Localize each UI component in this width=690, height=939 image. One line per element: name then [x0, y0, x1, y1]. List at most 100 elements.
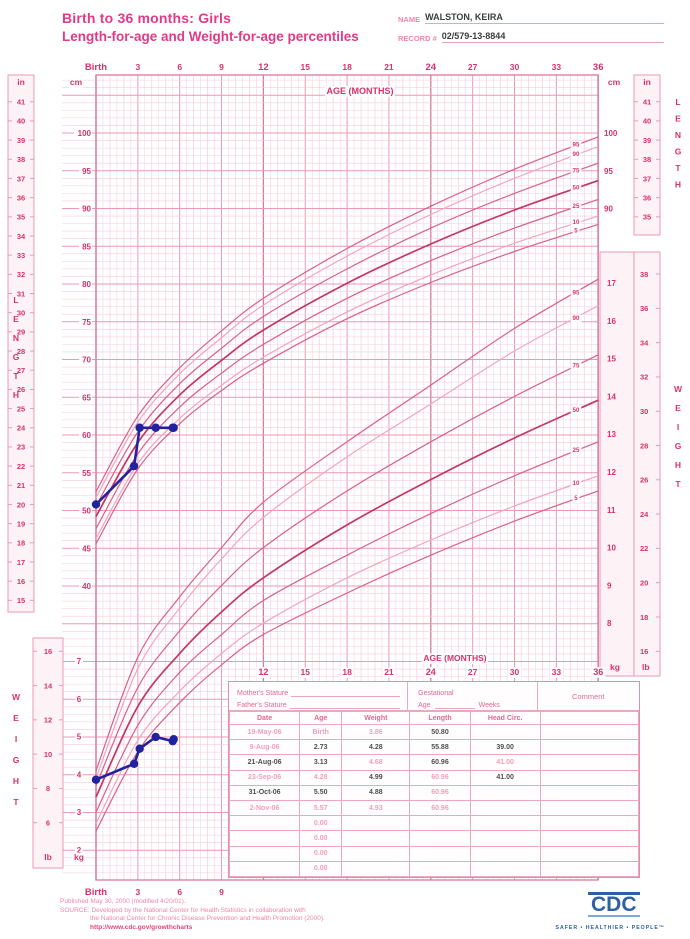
axis-label: 40	[17, 117, 25, 126]
axis-label: 4	[77, 770, 82, 779]
label-halo	[79, 280, 92, 290]
table-cell[interactable]: 55.88	[409, 739, 471, 756]
table-cell[interactable]	[539, 754, 640, 771]
table-cell[interactable]	[469, 784, 541, 801]
table-cell[interactable]: 4.28	[341, 739, 411, 756]
table-cell[interactable]: 3.13	[299, 754, 343, 771]
table-cell[interactable]: 0.00	[299, 845, 343, 862]
label-halo	[79, 544, 92, 555]
table-cell[interactable]	[539, 845, 640, 862]
table-cell[interactable]: 60.96	[409, 799, 471, 817]
axis-label: 9	[219, 62, 224, 72]
table-cell[interactable]	[409, 830, 471, 847]
table-cell[interactable]	[228, 815, 301, 832]
table-cell[interactable]	[469, 860, 541, 877]
table-cell[interactable]	[539, 739, 640, 756]
table-cell[interactable]	[539, 860, 640, 877]
table-cell[interactable]	[341, 845, 411, 862]
table-cell[interactable]	[469, 830, 541, 847]
axis-label: 100	[78, 129, 92, 138]
table-cell[interactable]	[539, 815, 640, 832]
table-cell[interactable]: 4.88	[341, 784, 411, 801]
table-cell[interactable]	[228, 860, 301, 877]
table-cell[interactable]: 50.80	[409, 723, 471, 741]
table-cell[interactable]: 60.96	[409, 784, 471, 801]
table-cell[interactable]	[539, 799, 640, 817]
table-cell[interactable]: 23-Sep-06	[228, 769, 301, 786]
table-cell[interactable]	[469, 815, 541, 832]
table-cell[interactable]: 21-Aug-06	[228, 754, 301, 771]
table-cell[interactable]: 5.57	[299, 799, 343, 817]
table-cell[interactable]	[539, 784, 640, 801]
table-cell[interactable]	[539, 769, 640, 786]
axis-label: 16	[640, 647, 648, 656]
table-cell[interactable]	[469, 723, 541, 741]
axis-label: 16	[607, 317, 616, 326]
gestational-age-label: Age	[418, 702, 431, 709]
table-cell[interactable]: 3.86	[341, 723, 411, 741]
table-cell[interactable]	[409, 860, 471, 877]
table-cell[interactable]: 19-May-06	[228, 723, 301, 741]
table-cell[interactable]	[469, 845, 541, 862]
axis-label: 21	[384, 62, 394, 72]
axis-label: 100	[604, 129, 618, 138]
table-cell[interactable]: 0.00	[299, 860, 343, 877]
gestational-age-field[interactable]	[434, 700, 475, 709]
table-cell[interactable]: 4.68	[341, 754, 411, 771]
label-halo	[79, 355, 92, 366]
table-cell[interactable]: 41.00	[469, 754, 541, 771]
fathers-stature-field[interactable]	[289, 700, 401, 709]
table-cell[interactable]	[409, 845, 471, 862]
axis-label: 90	[82, 205, 91, 214]
table-cell[interactable]	[228, 845, 301, 862]
axis-label: 13	[607, 430, 616, 439]
axis-label: 34	[17, 232, 26, 241]
gestational-box: Gestational Age Weeks	[408, 682, 538, 710]
table-cell[interactable]: 4.28	[299, 769, 343, 786]
length-percentile-label: 90	[573, 151, 580, 158]
table-cell[interactable]: 60.96	[409, 754, 471, 771]
table-cell[interactable]	[341, 815, 411, 832]
table-cell[interactable]: 4.93	[341, 799, 411, 817]
axis-label: 28	[17, 347, 25, 356]
label-halo	[79, 317, 92, 328]
table-cell[interactable]: 41.00	[469, 769, 541, 786]
axis-label: 15	[301, 667, 311, 677]
table-cell[interactable]: 2.73	[299, 739, 343, 756]
table-cell[interactable]	[341, 830, 411, 847]
weight-percentile-curve	[95, 399, 599, 798]
axis-label: 10	[607, 544, 616, 553]
table-cell[interactable]	[539, 723, 640, 741]
record-field[interactable]: 02/579-13-8844	[441, 31, 664, 43]
axis-label: 85	[82, 242, 91, 251]
name-field[interactable]: WALSTON, KEIRA	[425, 12, 664, 24]
table-cell[interactable]	[409, 815, 471, 832]
patient-weight-series-point	[135, 744, 144, 753]
table-cell[interactable]: 0.00	[299, 830, 343, 847]
axis-label: in	[643, 77, 651, 87]
label-halo	[256, 667, 271, 678]
table-cell[interactable]: 5.50	[299, 784, 343, 801]
table-cell[interactable]: 60.96	[409, 769, 471, 786]
cdc-tagline: SAFER • HEALTHIER • PEOPLE™	[555, 925, 665, 931]
table-cell[interactable]: 39.00	[469, 739, 541, 756]
table-cell[interactable]: 9-Aug-06	[228, 739, 301, 756]
table-cell[interactable]: 4.99	[341, 769, 411, 786]
label-halo	[74, 129, 92, 139]
table-cell[interactable]	[341, 860, 411, 877]
table-cell[interactable]: 31-Oct-06	[228, 784, 301, 801]
table-cell[interactable]: 2-Nov-06	[228, 799, 301, 817]
table-cell[interactable]	[228, 830, 301, 847]
table-cell[interactable]	[539, 830, 640, 847]
source-url[interactable]: http://www.cdc.gov/growthcharts	[90, 923, 193, 931]
mothers-stature-field[interactable]	[291, 688, 401, 697]
axis-label: 27	[468, 62, 478, 72]
table-cell[interactable]: 0.00	[299, 815, 343, 832]
table-cell[interactable]	[469, 799, 541, 817]
weight-axis-title-left: G	[13, 755, 20, 765]
axis-label: 15	[607, 355, 616, 364]
table-cell[interactable]: Birth	[299, 723, 343, 741]
weight-percentile-curve	[95, 278, 599, 771]
axis-label: 70	[82, 356, 91, 365]
axis-label: lb	[642, 662, 650, 672]
